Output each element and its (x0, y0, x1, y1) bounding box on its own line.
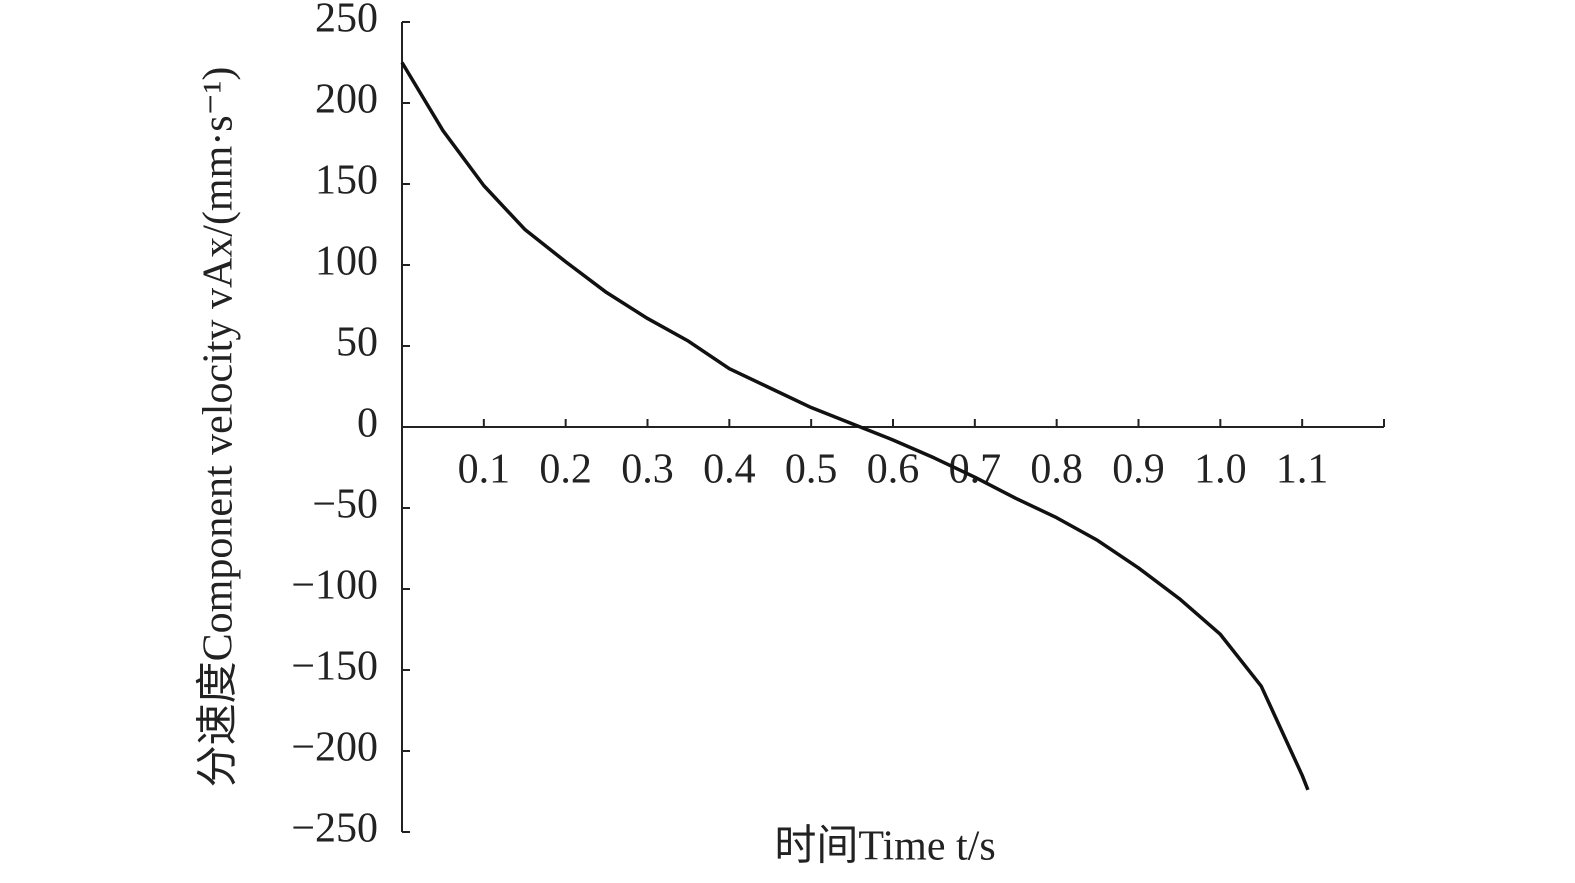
y-tick-label: −200 (291, 725, 378, 771)
x-tick-label: 1.1 (1276, 447, 1329, 493)
y-tick-label: −50 (312, 482, 378, 528)
x-tick-label: 0.4 (703, 447, 756, 493)
y-tick-label: 100 (315, 239, 378, 285)
y-tick-label: 200 (315, 77, 378, 123)
y-tick-label: −250 (291, 806, 378, 852)
x-tick-label: 0.6 (867, 447, 920, 493)
x-tick-label: 0.9 (1112, 447, 1165, 493)
y-tick-label: 50 (336, 320, 378, 366)
x-tick-label: 0.8 (1030, 447, 1083, 493)
y-axis-label: 分速度Component velocity vAx/(mm·s⁻¹) (196, 67, 242, 788)
x-tick-label: 0.5 (785, 447, 838, 493)
x-tick-label: 0.2 (539, 447, 592, 493)
data-line (400, 61, 1310, 791)
y-tick-label: 0 (357, 401, 378, 447)
y-tick-label: −100 (291, 563, 378, 609)
x-axis-label: 时间Time t/s (774, 824, 995, 870)
y-tick-label: 150 (315, 158, 378, 204)
x-tick-label: 1.0 (1194, 447, 1247, 493)
x-tick-label: 0.1 (458, 447, 511, 493)
y-tick-label: 250 (315, 0, 378, 42)
x-tick-label: 0.3 (621, 447, 674, 493)
y-tick-label: −150 (291, 644, 378, 690)
